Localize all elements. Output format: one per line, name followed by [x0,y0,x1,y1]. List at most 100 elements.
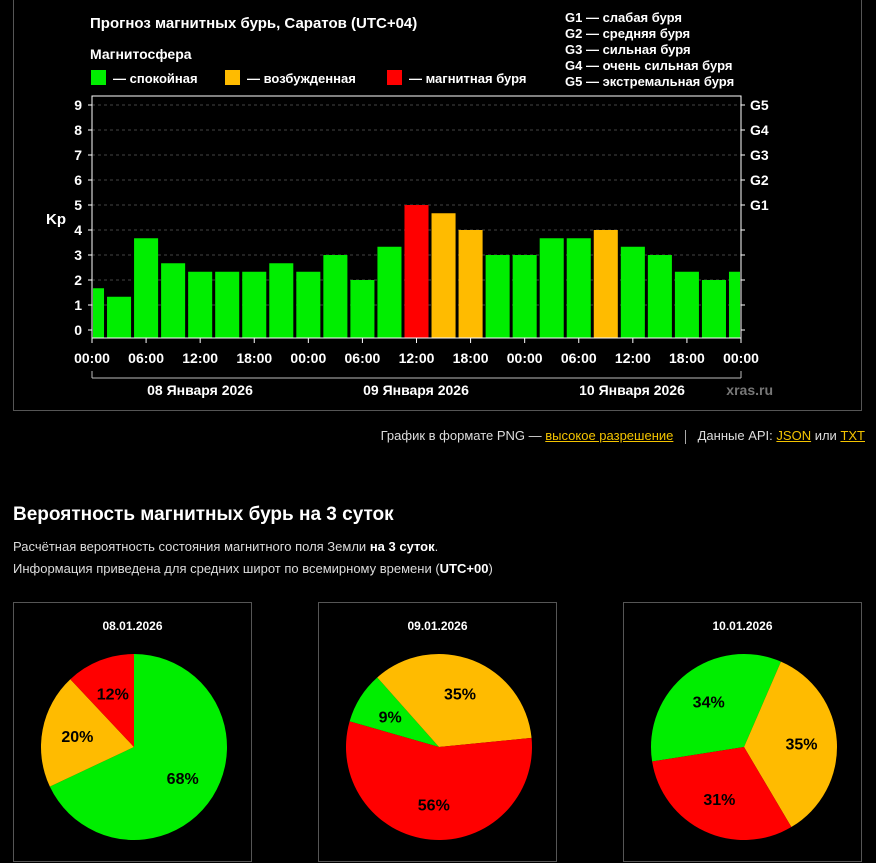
kp-bar [728,271,740,338]
storm-level-g3: G3 — сильная буря [565,42,691,57]
pie-date: 08.01.2026 [102,619,163,633]
kp-chart-panel: 0 1 2 3 4 5 6 7 8 9 G1 G2 G3 G4 G5 00:00 06:00 12:00 18:00… [13,0,862,411]
y-tick-label: 4 [74,222,82,238]
legend-label-active: — возбужденная [247,71,356,86]
links-divider [685,429,686,444]
legend-swatch-quiet [91,70,106,85]
pie-slice [41,679,134,787]
pie-slice-label: 20% [61,729,93,746]
download-links: График в формате PNG — высокое разрешени… [381,428,865,444]
day-label-3: 10 Января 2026 [579,382,685,398]
kp-bar [593,230,618,338]
kp-bar [431,213,456,338]
kp-bar [107,296,132,338]
x-tick-label: 00:00 [723,350,759,366]
api-text: Данные API: [697,428,773,443]
json-link[interactable]: JSON [776,428,812,443]
pie-slice-label: 68% [167,771,199,788]
kp-bar [377,246,402,338]
pie-slice-label: 9% [379,709,402,726]
x-tick-label: 12:00 [182,350,218,366]
kp-bar [323,255,348,338]
y-tick-label: 2 [74,272,82,288]
kp-bar [512,255,537,338]
y-tick-label: 9 [74,97,82,113]
pie-chart: 34% 35% 31% [650,654,837,841]
x-tick-label: 06:00 [128,350,164,366]
pie-slice-label: 35% [785,736,817,753]
legend-label-storm: — магнитная буря [409,71,526,86]
pie-slice [377,653,532,747]
legend-label-quiet: — спокойная [113,71,198,86]
day-label-2: 09 Января 2026 [363,382,469,398]
storm-tick-label: G4 [750,122,769,138]
x-tick-label: 18:00 [453,350,489,366]
kp-bar [701,280,726,338]
desc2-text: Информация приведена для средних широт п… [13,561,440,576]
kp-bar [161,263,186,338]
kp-bar [539,238,564,338]
desc2-bold: UTC+00 [439,561,489,576]
kp-bar [215,271,240,338]
pie-slice [346,721,533,840]
txt-link[interactable]: TXT [840,428,865,443]
pie-chart: 68% 20% 12% [41,654,227,840]
storm-tick-label: G1 [750,197,769,213]
kp-bar [134,238,159,338]
kp-bar [296,271,321,338]
x-tick-label: 18:00 [236,350,272,366]
storm-tick-label: G3 [750,147,769,163]
kp-bar [620,246,645,338]
x-tick-label: 00:00 [290,350,326,366]
y-tick-label: 0 [74,322,82,338]
y-tick-label: 3 [74,247,82,263]
y-tick-label: 8 [74,122,82,138]
chart-title: Прогноз магнитных бурь, Саратов (UTC+04) [90,15,417,32]
watermark: xras.ru [726,382,773,398]
pie-card-day-3: 10.01.2026 34% 35% 31% [623,602,862,862]
storm-tick-label: G2 [750,172,769,188]
storm-level-g5: G5 — экстремальная буря [565,74,734,89]
pie-card-day-1: 08.01.2026 68% 20% 12% [13,602,252,862]
pie-slice-label: 31% [703,792,735,809]
kp-bar [458,230,483,338]
pie-slice-label: 34% [693,694,725,711]
or-text: или [814,428,837,443]
y-axis-label: Kp [46,211,66,228]
legend-title: Магнитосфера [90,46,192,62]
x-tick-label: 12:00 [399,350,435,366]
desc1-tail: . [434,539,439,554]
kp-bar-chart: 0 1 2 3 4 5 6 7 8 9 G1 G2 G3 G4 G5 00:00 06:00 12:00 18:00… [46,10,773,398]
storm-level-g4: G4 — очень сильная буря [565,58,732,73]
pie-slice [49,654,227,840]
pie-slice [650,654,781,762]
x-tick-label: 18:00 [669,350,705,366]
legend-swatch-storm [387,70,402,85]
pie-chart: 9% 35% 56% [346,653,533,840]
x-tick-label: 00:00 [507,350,543,366]
pie-slice-label: 56% [418,797,450,814]
desc1-bold: на 3 суток [369,539,435,554]
pie-slice-label: 12% [97,686,129,703]
kp-bar [404,205,429,338]
kp-bar [93,288,105,338]
kp-bar [242,271,267,338]
storm-level-g1: G1 — слабая буря [565,10,682,25]
pie-slice [744,661,837,828]
png-hires-link[interactable]: высокое разрешение [545,428,674,443]
pie-slice [349,677,439,747]
x-tick-label: 06:00 [345,350,381,366]
kp-bar [566,238,591,338]
storm-level-g2: G2 — средняя буря [565,26,690,41]
kp-bar [485,255,510,338]
y-tick-label: 5 [74,197,82,213]
description-line-2: Информация приведена для средних широт п… [13,558,493,580]
x-tick-label: 12:00 [615,350,651,366]
section-title: Вероятность магнитных бурь на 3 суток [13,504,394,525]
kp-bar [188,271,213,338]
y-tick-label: 6 [74,172,82,188]
pie-date: 10.01.2026 [712,619,773,633]
pie-date: 09.01.2026 [407,619,468,633]
section-description: Расчётная вероятность состояния магнитно… [13,536,493,580]
y-tick-label: 1 [74,297,82,313]
